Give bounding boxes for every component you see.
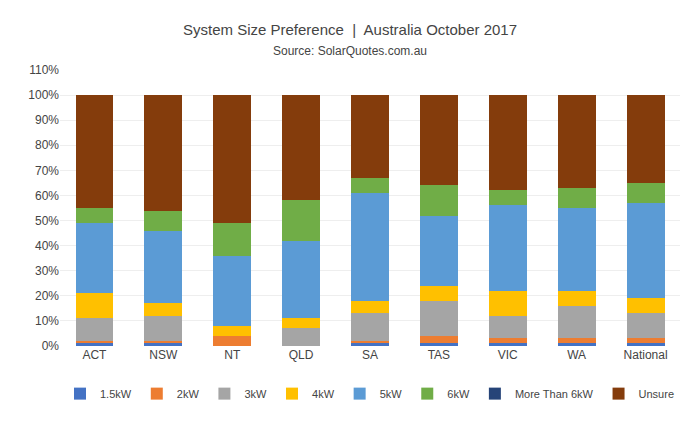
svg-text:More Than 6kW: More Than 6kW <box>515 388 594 400</box>
svg-text:3kW: 3kW <box>244 388 267 400</box>
svg-text:50%: 50% <box>35 214 59 228</box>
svg-text:80%: 80% <box>35 138 59 152</box>
svg-text:ACT: ACT <box>82 348 107 362</box>
svg-text:70%: 70% <box>35 164 59 178</box>
svg-text:VIC: VIC <box>498 348 518 362</box>
svg-text:5kW: 5kW <box>380 388 403 400</box>
svg-text:2kW: 2kW <box>177 388 200 400</box>
svg-text:10%: 10% <box>35 314 59 328</box>
svg-text:WA: WA <box>567 348 586 362</box>
svg-text:QLD: QLD <box>289 348 314 362</box>
svg-text:30%: 30% <box>35 264 59 278</box>
svg-text:90%: 90% <box>35 113 59 127</box>
svg-text:1.5kW: 1.5kW <box>100 388 132 400</box>
svg-text:SA: SA <box>362 348 378 362</box>
svg-text:NSW: NSW <box>149 348 178 362</box>
svg-text:NT: NT <box>224 348 241 362</box>
svg-text:6kW: 6kW <box>447 388 470 400</box>
svg-text:20%: 20% <box>35 289 59 303</box>
svg-text:4kW: 4kW <box>312 388 335 400</box>
svg-text:System Size Preference | Aus: System Size Preference | Australia Octob… <box>183 21 517 58</box>
svg-text:0%: 0% <box>42 339 60 353</box>
svg-text:National: National <box>624 348 668 362</box>
svg-text:110%: 110% <box>29 63 59 77</box>
svg-text:40%: 40% <box>35 239 59 253</box>
svg-text:TAS: TAS <box>428 348 450 362</box>
svg-text:60%: 60% <box>35 189 59 203</box>
svg-text:100%: 100% <box>28 88 59 102</box>
svg-text:Unsure: Unsure <box>639 388 674 400</box>
